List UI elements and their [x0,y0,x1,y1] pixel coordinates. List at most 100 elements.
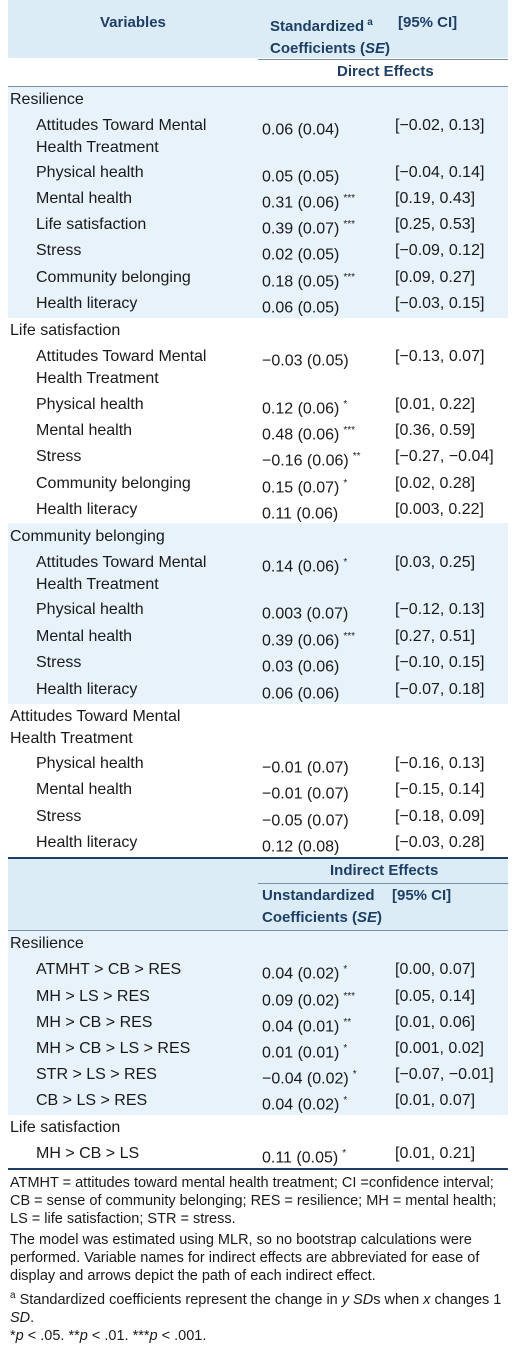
row-label: Stress [36,654,82,671]
row-ci: [0.03, 0.25] [395,554,476,571]
section-title: Life satisfaction [10,1119,121,1136]
row-coef: 0.18 (0.05) *** [262,272,356,291]
row-label: MH > CB > LS > RES [36,1040,191,1057]
row-coef: 0.48 (0.06) *** [262,425,356,444]
direct-effects-label: Direct Effects [337,63,434,80]
row-label: Stress [36,448,82,465]
row-coef: 0.11 (0.05) * [262,1148,347,1167]
indirect-effects-label: Indirect Effects [330,862,439,879]
row-label: MH > CB > RES [36,1014,153,1031]
row-label: Mental health [36,422,133,439]
row-ci: [−0.13, 0.07] [395,348,485,365]
row-label: Physical health [36,755,144,772]
row-coef: 0.003 (0.07) [262,605,349,623]
row-coef: 0.09 (0.02) *** [262,991,356,1010]
row-ci: [−0.15, 0.14] [395,781,485,798]
indirect-header-rule [8,930,508,931]
row-label: Mental health [36,190,133,207]
header-ci: [95% CI] [398,14,458,31]
row-ci: [−0.03, 0.28] [395,834,485,851]
row-ci: [−0.07, −0.01] [395,1066,494,1083]
row-ci: [0.02, 0.28] [395,475,476,492]
row-ci: [0.25, 0.53] [395,216,476,233]
row-ci: [0.01, 0.21] [395,1145,476,1162]
row-coef: 0.39 (0.07) *** [262,219,356,238]
row-ci: [−0.10, 0.15] [395,654,485,671]
row-ci: [0.27, 0.51] [395,628,476,645]
section-band-indirect-resilience [8,931,508,1115]
row-coef: 0.06 (0.06) [262,685,340,703]
row-coef: 0.15 (0.07) * [262,478,348,497]
section-band-resilience [8,87,508,318]
row-ci: [0.09, 0.27] [395,269,476,286]
row-label: Health literacy [36,295,138,312]
row-label: Community belonging [36,269,191,286]
footnote-abbreviations: ATMHT = attitudes toward mental health t… [10,1175,497,1227]
row-ci: [0.36, 0.59] [395,422,476,439]
footnote-a: a Standardized coefficients represent th… [10,1290,502,1326]
row-label: Stress [36,808,82,825]
row-ci: [−0.04, 0.14] [395,164,485,181]
row-ci: [−0.27, −0.04] [395,448,494,465]
header-coefficients: Standardized a Coefficients (SE) [270,17,391,57]
row-ci: [−0.02, 0.13] [395,117,485,134]
header-underline [258,59,508,60]
row-coef: 0.01 (0.01) * [262,1043,348,1062]
row-coef: 0.12 (0.08) [262,838,340,856]
row-ci: [0.00, 0.07] [395,961,476,978]
row-coef: −0.16 (0.06) ** [262,451,361,470]
row-label: Mental health [36,628,133,645]
row-label: MH > CB > LS [36,1145,140,1162]
section-title: Attitudes Toward Mental Health Treatment [10,708,181,747]
indirect-header-band [8,859,508,930]
row-label: Health literacy [36,834,138,851]
row-label: Attitudes Toward Mental Health Treatment [36,117,207,156]
row-coef: 0.06 (0.05) [262,299,340,317]
row-coef: 0.04 (0.02) * [262,1095,348,1114]
row-label: Community belonging [36,475,191,492]
row-ci: [0.01, 0.06] [395,1014,476,1031]
row-ci: [0.01, 0.22] [395,396,476,413]
row-coef: 0.11 (0.06) [262,505,339,523]
indirect-header-ci: [95% CI] [392,887,452,904]
table-header-band [8,0,508,58]
row-label: Stress [36,242,82,259]
section-title: Community belonging [10,528,165,545]
row-label: Health literacy [36,501,138,518]
row-label: Life satisfaction [36,216,147,233]
row-ci: [0.001, 0.02] [395,1040,484,1057]
row-coef: 0.12 (0.06) * [262,399,348,418]
row-coef: 0.03 (0.06) [262,658,340,676]
section-title: Resilience [10,91,84,108]
row-coef: 0.06 (0.04) [262,121,340,139]
row-coef: 0.04 (0.02) * [262,964,348,983]
row-coef: 0.39 (0.06) *** [262,631,356,650]
section-title: Resilience [10,935,84,952]
row-label: Physical health [36,601,144,618]
header-variables: Variables [100,14,166,31]
row-ci: [−0.07, 0.18] [395,681,485,698]
row-coef: 0.31 (0.06) *** [262,193,356,212]
row-label: STR > LS > RES [36,1066,157,1083]
row-coef: −0.01 (0.07) [262,785,349,803]
row-ci: [0.01, 0.07] [395,1092,476,1109]
row-label: Attitudes Toward Mental Health Treatment [36,348,207,387]
row-coef: 0.05 (0.05) [262,168,340,186]
section-band-community [8,523,508,704]
direct-effects-rule [8,86,508,87]
row-label: Attitudes Toward Mental Health Treatment [36,554,207,593]
row-ci: [−0.16, 0.13] [395,755,485,772]
row-ci: [0.05, 0.14] [395,988,476,1005]
row-coef: −0.05 (0.07) [262,812,349,830]
row-label: Mental health [36,781,133,798]
footnote-model: The model was estimated using MLR, so no… [10,1232,480,1284]
row-label: ATMHT > CB > RES [36,961,182,978]
section-title: Life satisfaction [10,322,121,339]
row-label: Physical health [36,396,144,413]
row-label: CB > LS > RES [36,1092,148,1109]
row-ci: [−0.18, 0.09] [395,808,485,825]
row-label: MH > LS > RES [36,988,150,1005]
indirect-header-coefficients: Unstandardized Coefficients (SE) [262,887,383,926]
row-coef: −0.01 (0.07) [262,759,349,777]
row-ci: [0.003, 0.22] [395,501,484,518]
